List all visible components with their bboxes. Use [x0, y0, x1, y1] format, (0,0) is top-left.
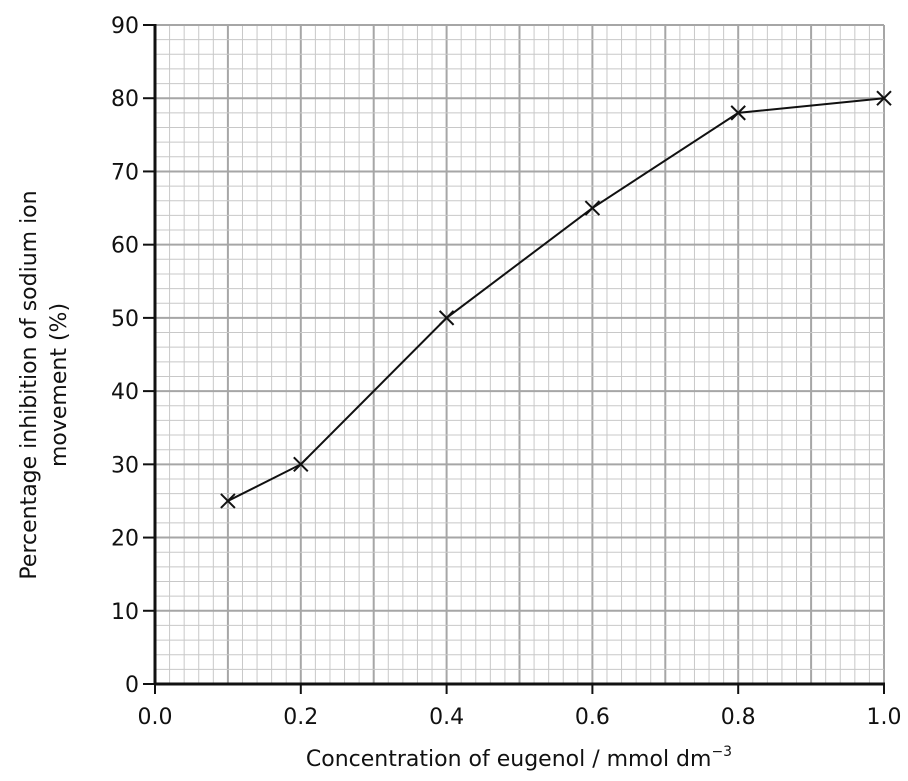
y-tick-label: 90	[111, 14, 139, 39]
x-tick-label: 1.0	[867, 705, 902, 730]
x-tick-label: 0.2	[283, 705, 318, 730]
y-tick-label: 30	[111, 453, 139, 478]
tick-marks	[143, 24, 885, 694]
y-tick-label: 60	[111, 234, 139, 259]
y-tick-label: 50	[111, 307, 139, 332]
data-point-stroke	[584, 200, 601, 216]
y-axis-title-line1: Percentage inhibition of sodium ion	[17, 190, 42, 579]
data-point	[438, 310, 455, 326]
series-line	[227, 97, 885, 502]
x-axis-title: Concentration of eugenol / mmol dm−3	[306, 744, 732, 772]
y-tick-label: 20	[111, 527, 139, 552]
y-tick-label: 0	[125, 673, 139, 698]
data-point-stroke	[876, 90, 892, 106]
data-point	[876, 90, 892, 106]
data-point-stroke	[293, 456, 309, 473]
data-point	[730, 105, 746, 121]
data-point-stroke	[220, 493, 236, 509]
grid	[154, 24, 885, 685]
data-series	[220, 90, 892, 509]
y-tick-labels: 0 10 20 30 40 50 60 70 80 90	[111, 14, 139, 698]
x-axis-title-text: Concentration of eugenol / mmol dm	[306, 747, 712, 772]
x-axis-title-superscript: −3	[711, 744, 732, 760]
x-tick-label: 0.6	[575, 705, 610, 730]
y-tick-label: 80	[111, 87, 139, 112]
x-tick-label: 0.0	[138, 705, 173, 730]
data-point	[293, 456, 309, 473]
axes	[153, 24, 885, 686]
data-point-stroke	[730, 105, 746, 121]
y-tick-label: 10	[111, 600, 139, 625]
y-tick-label: 40	[111, 380, 139, 405]
x-tick-label: 0.4	[429, 705, 464, 730]
y-tick-label: 70	[111, 160, 139, 185]
x-tick-labels: 0.0 0.2 0.4 0.6 0.8 1.0	[138, 705, 902, 730]
data-point-stroke	[438, 310, 455, 326]
y-axis-title-line2: movement (%)	[47, 303, 72, 467]
y-axis-title: Percentage inhibition of sodium ion move…	[17, 190, 72, 579]
data-point	[220, 493, 236, 509]
data-point	[584, 200, 601, 216]
x-tick-label: 0.8	[721, 705, 756, 730]
